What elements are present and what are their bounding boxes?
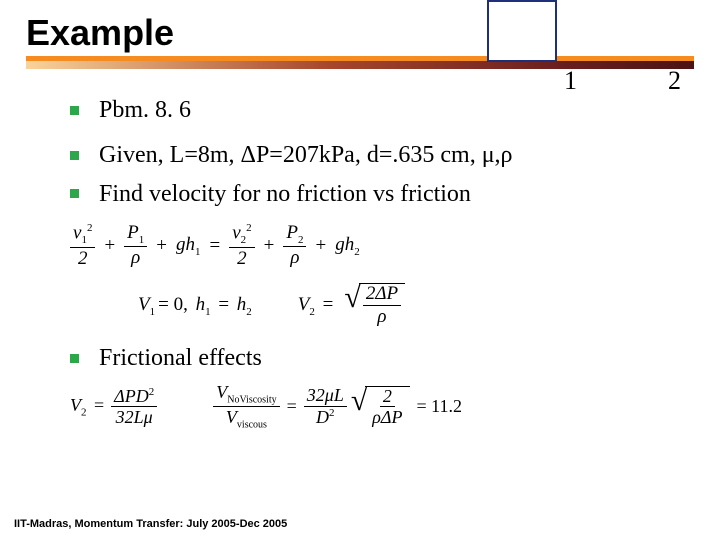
eq-sym: v [232,223,240,244]
eq-den: ρΔP [369,407,405,428]
eq-sub: 2 [354,246,360,258]
v2-friction-equation: V2 = ΔPD232Lμ [70,386,157,428]
diagram-label-1: 1 [564,66,577,96]
eq-text: = 0, [155,294,195,315]
bullet-row: Pbm. 8. 6 [70,96,694,125]
eq-sub: 2 [241,235,247,247]
eq-sym: V [298,294,310,315]
eq-sup: 2 [329,407,335,419]
eq-op: = [315,294,336,315]
underline-gradient [26,61,694,69]
eq-den: 2 [234,248,250,270]
eq-den: 32Lμ [113,407,156,428]
eq-sym: V [226,407,237,427]
eq-op: = [284,396,300,417]
bullet-list-2: Frictional effects [70,344,694,373]
bullet-icon [70,151,79,160]
bullet-row: Given, L=8m, ΔP=207kPa, d=.635 cm, μ,ρ [70,141,694,170]
eq-den: ρ [374,306,389,328]
eq-op: = [87,395,108,415]
eq-den: ρ [128,247,143,269]
eq-sub: 1 [81,235,87,247]
slide-title: Example [26,12,694,54]
bullet-icon [70,354,79,363]
bullet-list: Pbm. 8. 6 Given, L=8m, ΔP=207kPa, d=.635… [70,96,694,208]
conditions-equation: V1= 0, h1 = h2 V2 = √2ΔPρ [138,283,694,328]
sqrt-icon: √2ΔPρ [344,283,405,328]
eq-sym: V [138,294,150,315]
eq-sub: 1 [205,306,211,318]
eq-sym: gh [335,234,354,255]
slide: Example 1 2 Pbm. 8. 6 Given, L=8m, ΔP=20… [0,0,720,540]
eq-sub: 2 [246,306,252,318]
bullet-icon [70,106,79,115]
bullet-row: Find velocity for no friction vs frictio… [70,180,694,209]
eq-num: ΔPD [114,386,149,406]
eq-sub: 2 [81,407,87,419]
eq-sym: h [196,294,206,315]
bullet-text: Frictional effects [99,344,262,373]
eq-num: 2 [380,387,395,408]
eq-den: ρ [287,247,302,269]
eq-result: = 11.2 [414,396,465,417]
diagram-box [487,0,557,62]
slide-footer: IIT-Madras, Momentum Transfer: July 2005… [14,518,287,530]
eq-sym: h [237,294,247,315]
eq-op: = [211,294,237,315]
eq-sup: 2 [246,222,252,234]
eq-num: 2ΔP [363,284,401,306]
bernoulli-equation: v122 + P1ρ + gh1 = v222 + P2ρ + gh2 [70,222,694,269]
bullet-row: Frictional effects [70,344,694,373]
eq-sub: NoViscosity [227,395,276,406]
eq-sym: V [70,395,81,415]
bullet-text: Pbm. 8. 6 [99,96,191,125]
diagram-label-2: 2 [668,66,681,96]
eq-sub: 2 [298,234,304,246]
eq-sup: 2 [149,386,155,398]
eq-sup: 2 [87,222,93,234]
eq-sym: P [286,222,298,243]
bullet-text: Find velocity for no friction vs frictio… [99,180,471,209]
sqrt-icon: √2ρΔP [351,386,410,428]
eq-den: 2 [75,248,91,270]
eq-sub: viscous [237,419,267,430]
equation-block-2: V2 = ΔPD232Lμ VNoViscosity Vviscous = 32… [70,383,694,431]
eq-sub: 1 [139,234,145,246]
title-underline [26,56,694,70]
eq-sym: P [127,222,139,243]
eq-sym: V [216,382,227,402]
eq-sym: D [316,407,329,427]
bullet-icon [70,189,79,198]
eq-sym: gh [176,234,195,255]
eq-num: 32μL [304,386,347,407]
eq-sub: 1 [195,246,201,258]
bullet-text: Given, L=8m, ΔP=207kPa, d=.635 cm, μ,ρ [99,141,513,170]
equation-block-1: v122 + P1ρ + gh1 = v222 + P2ρ + gh2 V1= … [70,222,694,328]
ratio-equation: VNoViscosity Vviscous = 32μLD2 √2ρΔP = 1… [213,383,465,431]
